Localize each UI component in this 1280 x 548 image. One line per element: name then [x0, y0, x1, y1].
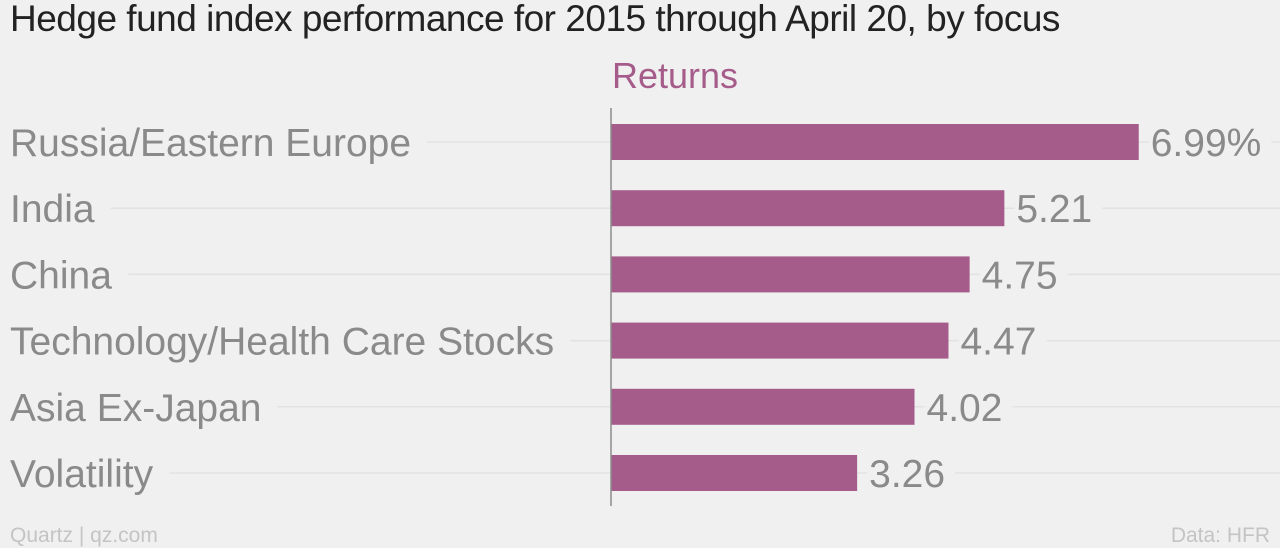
label-mask	[6, 266, 129, 283]
category-label: Technology/Health Care Stocks	[10, 321, 554, 364]
value-label: 3.26	[869, 453, 945, 496]
label-mask	[6, 398, 278, 415]
label-mask	[6, 332, 571, 349]
category-label: Volatility	[10, 453, 154, 496]
bar	[611, 190, 1005, 227]
value-label: 4.02	[927, 387, 1003, 430]
category-label: Russia/Eastern Europe	[10, 122, 411, 165]
value-label-mask	[958, 332, 1047, 349]
data-source: Data: HFR	[1170, 524, 1270, 547]
bar	[611, 388, 915, 425]
bar	[611, 322, 949, 359]
bar	[611, 455, 858, 491]
category-label: China	[10, 254, 112, 297]
value-label-mask	[1014, 200, 1103, 217]
category-label: Asia Ex-Japan	[10, 387, 261, 430]
label-mask	[6, 200, 111, 217]
category-label: India	[10, 188, 95, 231]
value-label-mask	[1148, 134, 1272, 150]
value-label: 6.99%	[1151, 122, 1262, 165]
chart-title: Hedge fund index performance for 2015 th…	[10, 0, 1060, 39]
label-mask	[6, 134, 428, 150]
bar	[611, 124, 1139, 160]
source-credit: Quartz | qz.com	[10, 524, 158, 547]
value-label-mask	[979, 266, 1068, 283]
value-label-mask	[867, 465, 956, 481]
value-label: 4.75	[982, 254, 1058, 297]
bar	[611, 256, 970, 293]
label-mask	[6, 465, 170, 481]
value-label-mask	[924, 398, 1013, 415]
value-label: 4.47	[960, 321, 1036, 364]
series-header: Returns	[612, 55, 739, 96]
value-label: 5.21	[1016, 188, 1092, 231]
